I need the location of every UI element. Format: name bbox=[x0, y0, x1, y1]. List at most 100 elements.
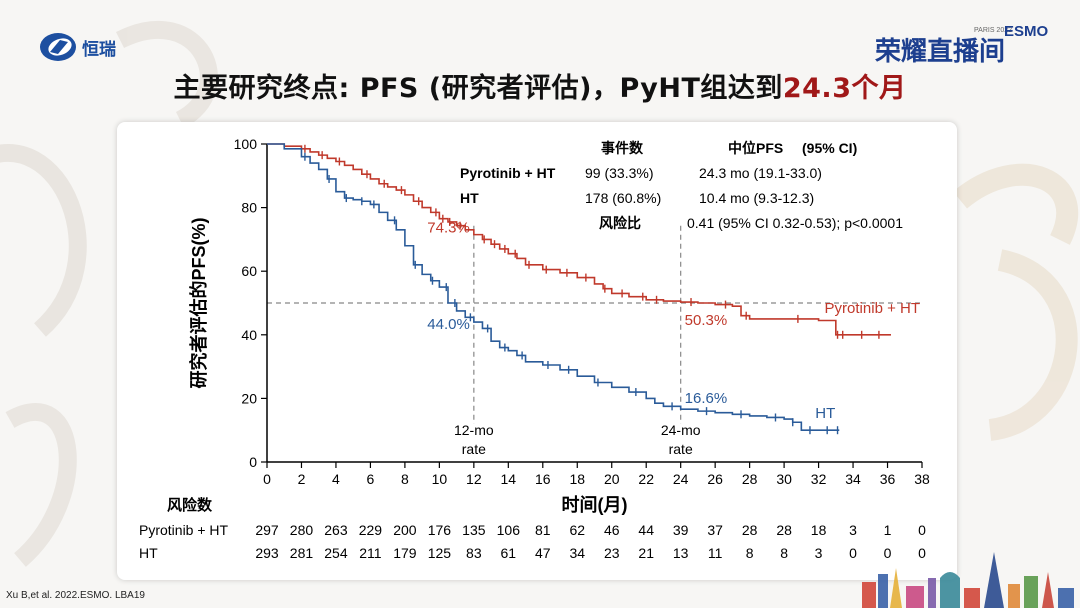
risk-count: 0 bbox=[918, 522, 926, 538]
risk-count: 293 bbox=[255, 545, 279, 561]
x-tick-label: 36 bbox=[880, 471, 896, 487]
risk-count: 280 bbox=[290, 522, 314, 538]
risk-count: 263 bbox=[324, 522, 348, 538]
landmark-label-line2: rate bbox=[669, 441, 693, 457]
landmark-label-line2: rate bbox=[462, 441, 486, 457]
chart-card: 0 20 40 60 80 100 0 2 4 6 8 10 12 14 16 18 20 22 24 26 28 30 3… bbox=[117, 122, 957, 580]
risk-count: 297 bbox=[255, 522, 279, 538]
ht-end-label: HT bbox=[815, 405, 835, 422]
stats-header-median: 中位PFS bbox=[728, 140, 783, 156]
risk-count: 0 bbox=[849, 545, 857, 561]
risk-count: 3 bbox=[815, 545, 823, 561]
risk-count: 106 bbox=[497, 522, 521, 538]
x-tick-label: 34 bbox=[845, 471, 861, 487]
risk-count: 8 bbox=[780, 545, 788, 561]
risk-count: 81 bbox=[535, 522, 551, 538]
risk-count: 23 bbox=[604, 545, 620, 561]
risk-row1-arm: Pyrotinib + HT bbox=[139, 522, 229, 538]
stats-row2-events: 178 (60.8%) bbox=[585, 190, 661, 206]
x-tick-label: 10 bbox=[432, 471, 448, 487]
risk-count: 3 bbox=[849, 522, 857, 538]
risk-table-title: 风险数 bbox=[167, 496, 213, 514]
esmo-text: ESMO bbox=[1004, 23, 1049, 40]
x-tick-label: 4 bbox=[332, 471, 340, 487]
risk-count: 200 bbox=[393, 522, 417, 538]
risk-count: 61 bbox=[501, 545, 517, 561]
rate-annotation: 74.3% bbox=[427, 220, 470, 237]
stats-hr-label: 风险比 bbox=[599, 215, 641, 231]
risk-count: 28 bbox=[742, 522, 758, 538]
x-tick-label: 16 bbox=[535, 471, 551, 487]
pyrotinib-ht-end-label: Pyrotinib + HT bbox=[825, 300, 920, 317]
rate-annotation: 16.6% bbox=[685, 390, 728, 407]
risk-count: 176 bbox=[428, 522, 452, 538]
risk-count: 39 bbox=[673, 522, 689, 538]
risk-count: 179 bbox=[393, 545, 417, 561]
x-tick-label: 14 bbox=[501, 471, 517, 487]
slide-title: 主要研究终点: PFS (研究者评估)，PyHT组达到24.3个月 bbox=[0, 66, 1080, 105]
risk-count: 254 bbox=[324, 545, 348, 561]
live-room-text: 荣耀直播间 bbox=[875, 36, 1005, 66]
stats-row1-arm: Pyrotinib + HT bbox=[460, 165, 556, 181]
x-tick-label: 24 bbox=[673, 471, 689, 487]
hengrui-logo: 恒瑞 bbox=[40, 33, 116, 61]
stats-hr-value: 0.41 (95% CI 0.32-0.53); p<0.0001 bbox=[687, 215, 903, 231]
hengrui-logo-text: 恒瑞 bbox=[82, 39, 116, 59]
risk-count: 21 bbox=[638, 545, 654, 561]
x-axis-label: 时间(月) bbox=[562, 495, 628, 515]
x-tick-label: 8 bbox=[401, 471, 409, 487]
rate-annotation: 44.0% bbox=[427, 316, 470, 333]
risk-count: 135 bbox=[462, 522, 486, 538]
risk-count: 11 bbox=[708, 545, 723, 561]
x-tick-label: 28 bbox=[742, 471, 758, 487]
x-tick-label: 26 bbox=[707, 471, 723, 487]
y-tick-label: 100 bbox=[234, 136, 258, 152]
x-tick-label: 18 bbox=[569, 471, 585, 487]
risk-count: 18 bbox=[811, 522, 827, 538]
stats-row2-median: 10.4 mo (9.3-12.3) bbox=[699, 190, 814, 206]
risk-count: 211 bbox=[359, 545, 382, 561]
title-highlight: 24.3个月 bbox=[782, 73, 907, 104]
x-tick-label: 6 bbox=[367, 471, 375, 487]
y-tick-label: 20 bbox=[241, 390, 257, 406]
pyrotinib-ht-curve bbox=[267, 143, 891, 336]
paris-text: PARIS 2022 bbox=[974, 27, 1012, 34]
x-tick-label: 0 bbox=[263, 471, 271, 487]
risk-count: 13 bbox=[673, 545, 689, 561]
footnote: Xu B,et al. 2022.ESMO. LBA19 bbox=[6, 590, 145, 601]
risk-count: 1 bbox=[884, 522, 892, 538]
risk-count: 44 bbox=[638, 522, 654, 538]
stats-header-events: 事件数 bbox=[601, 140, 644, 156]
stats-header-ci: (95% CI) bbox=[802, 140, 857, 156]
risk-count: 0 bbox=[884, 545, 892, 561]
risk-count: 229 bbox=[359, 522, 383, 538]
risk-count: 37 bbox=[707, 522, 723, 538]
landmark-label-line1: 12-mo bbox=[454, 422, 494, 438]
risk-count: 125 bbox=[428, 545, 452, 561]
y-tick-label: 40 bbox=[241, 327, 257, 343]
stats-row1-median: 24.3 mo (19.1-33.0) bbox=[699, 165, 822, 181]
landmark-label-line1: 24-mo bbox=[661, 422, 701, 438]
rate-annotation: 50.3% bbox=[685, 312, 728, 329]
ht-curve bbox=[267, 143, 840, 431]
x-tick-label: 20 bbox=[604, 471, 620, 487]
risk-count: 281 bbox=[290, 545, 314, 561]
x-tick-label: 32 bbox=[811, 471, 827, 487]
risk-count: 83 bbox=[466, 545, 482, 561]
x-tick-label: 2 bbox=[298, 471, 306, 487]
risk-count: 47 bbox=[535, 545, 551, 561]
y-tick-label: 80 bbox=[241, 200, 257, 216]
risk-count: 62 bbox=[569, 522, 585, 538]
title-prefix: 主要研究终点: PFS (研究者评估)，PyHT组达到 bbox=[173, 73, 783, 104]
risk-count: 28 bbox=[776, 522, 792, 538]
risk-row2-arm: HT bbox=[139, 545, 158, 561]
y-tick-label: 0 bbox=[249, 454, 257, 470]
x-tick-label: 38 bbox=[914, 471, 930, 487]
city-skyline-decoration bbox=[862, 552, 1074, 608]
x-tick-label: 30 bbox=[776, 471, 792, 487]
esmo-live-logo: 荣耀直播间 PARIS 2022 ESMO bbox=[875, 23, 1049, 66]
risk-count: 8 bbox=[746, 545, 754, 561]
risk-count: 0 bbox=[918, 545, 926, 561]
